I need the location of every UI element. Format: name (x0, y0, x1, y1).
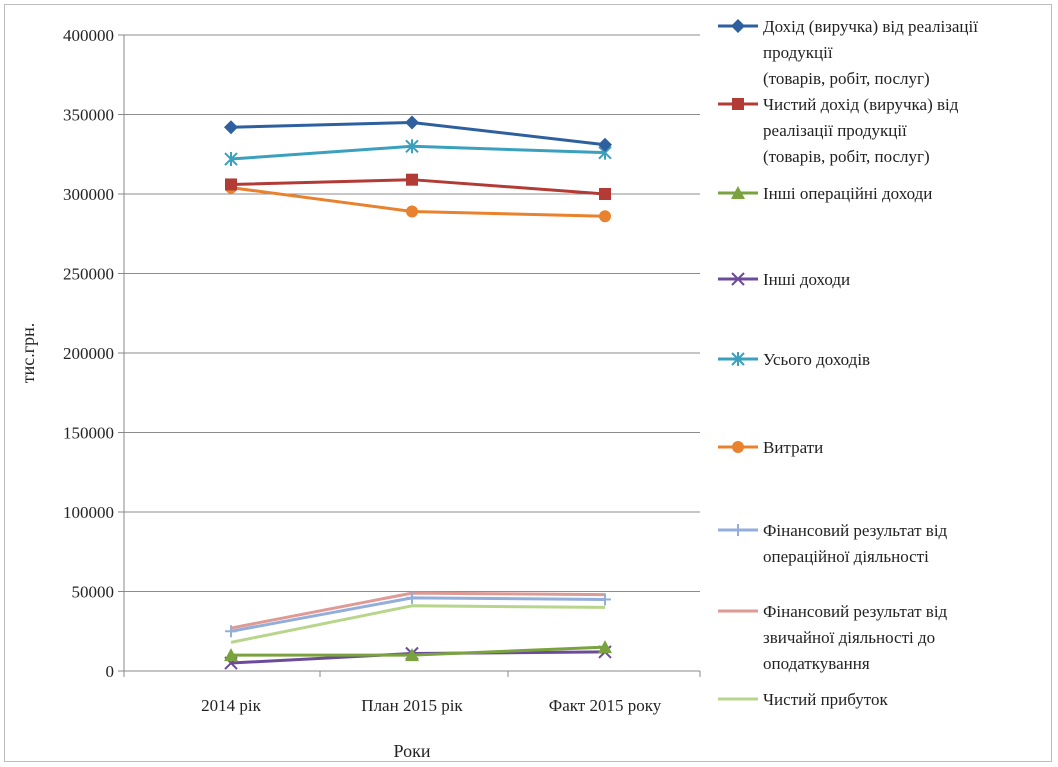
legend-label: Чистий прибуток (763, 690, 888, 709)
triangle-marker (731, 186, 745, 199)
legend-label: Фінансовий результат від (763, 521, 948, 540)
series-5 (224, 139, 612, 167)
legend-label: звичайної діяльності до (763, 628, 935, 647)
series-lines (224, 115, 612, 670)
legend-label: Чистий дохід (виручка) від (763, 95, 959, 114)
data-point (731, 272, 745, 286)
y-axis-title: тис.грн. (18, 323, 38, 384)
series-9 (230, 604, 606, 644)
square-marker (406, 173, 418, 186)
legend-entry: Усього доходів (718, 350, 870, 369)
data-point (405, 139, 419, 154)
series-7 (225, 591, 611, 638)
data-point (731, 186, 745, 199)
data-point (224, 152, 238, 167)
data-point (598, 640, 612, 654)
diamond-marker (598, 137, 612, 152)
legend-entry: Інші доходи (718, 270, 850, 289)
data-point (406, 591, 418, 604)
legend-entry: Дохід (виручка) від реалізації продукції (… (718, 17, 978, 88)
y-tick-label: 150000 (63, 424, 114, 443)
legend-label: Дохід (виручка) від реалізації (763, 17, 978, 36)
square-marker (599, 188, 611, 200)
legend-label: операційної діяльності (763, 547, 929, 566)
data-point (405, 648, 419, 662)
diamond-marker (405, 115, 419, 130)
series-3 (224, 640, 612, 662)
data-point (599, 593, 611, 606)
triangle-marker (598, 640, 612, 654)
series-1 (224, 115, 612, 152)
data-point (224, 648, 238, 662)
data-point (732, 441, 744, 453)
legend-label: Витрати (763, 438, 823, 457)
data-point (225, 625, 237, 638)
chart-frame (4, 4, 1052, 762)
y-tick-label: 200000 (63, 344, 114, 363)
legend-label: продукції (763, 43, 833, 62)
square-marker (732, 98, 744, 110)
data-point (599, 188, 611, 200)
legend-label: Інші операційні доходи (763, 184, 932, 203)
legend-entry: Інші операційні доходи (718, 184, 932, 203)
x-tick-labels: 2014 рік План 2015 рік Факт 2015 року (201, 696, 662, 715)
legend-label: оподаткування (763, 654, 870, 673)
axes (123, 35, 700, 672)
legend-label: Фінансовий результат від (763, 602, 948, 621)
data-point (225, 178, 237, 191)
y-tick-label: 50000 (72, 583, 115, 602)
data-point (406, 205, 418, 218)
legend-entry: Чистий прибуток (718, 690, 888, 709)
data-point (599, 210, 611, 223)
triangle-marker (405, 648, 419, 662)
series-line (230, 186, 606, 218)
y-tick-labels: 0 50000 100000 150000 200000 250000 300000 3500… (63, 26, 114, 681)
legend-label: реалізації продукції (763, 121, 907, 140)
y-tick-label: 350000 (63, 106, 114, 125)
y-tick-label: 250000 (63, 265, 114, 284)
x-axis-title: Роки (394, 741, 431, 761)
legend-label: Інші доходи (763, 270, 850, 289)
data-point (731, 19, 745, 33)
data-point (224, 120, 238, 135)
diamond-marker (224, 120, 238, 135)
legend: Дохід (виручка) від реалізації продукції (… (718, 17, 978, 709)
data-point (406, 173, 418, 186)
series-line (230, 144, 606, 161)
y-tick-label: 0 (106, 662, 115, 681)
legend-label: (товарів, робіт, послуг) (763, 147, 930, 166)
data-point (598, 137, 612, 152)
square-marker (225, 178, 237, 191)
series-6 (225, 181, 611, 223)
diamond-marker (731, 19, 745, 33)
legend-entry: Фінансовий результат від звичайної діяльн… (718, 602, 948, 673)
data-point (732, 524, 744, 536)
gridlines (118, 34, 701, 677)
data-point (732, 98, 744, 110)
x-tick-label: 2014 рік (201, 696, 261, 715)
x-tick-label: План 2015 рік (361, 696, 463, 715)
x-tick-label: Факт 2015 року (549, 696, 662, 715)
data-point (731, 352, 745, 366)
legend-entry: Фінансовий результат від операційної діял… (718, 521, 948, 566)
data-point (405, 115, 419, 130)
circle-marker (599, 210, 611, 223)
legend-entry: Чистий дохід (виручка) від реалізації про… (718, 95, 959, 166)
series-line (230, 596, 606, 633)
legend-label: Усього доходів (763, 350, 870, 369)
series-2 (225, 173, 611, 200)
circle-marker (406, 205, 418, 218)
circle-marker (732, 441, 744, 453)
triangle-marker (224, 648, 238, 662)
series-line (230, 604, 606, 644)
y-tick-label: 400000 (63, 26, 114, 45)
x-marker-stroke (731, 272, 745, 286)
legend-label: (товарів, робіт, послуг) (763, 69, 930, 88)
y-tick-label: 300000 (63, 185, 114, 204)
legend-entry: Витрати (718, 438, 823, 457)
y-tick-label: 100000 (63, 503, 114, 522)
